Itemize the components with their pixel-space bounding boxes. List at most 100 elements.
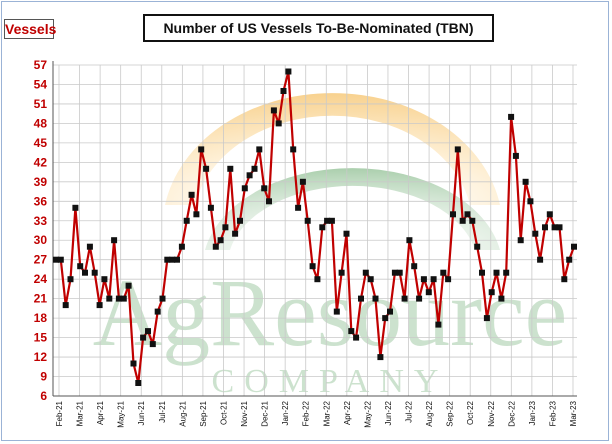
chart-title: Number of US Vessels To-Be-Nominated (TB… <box>143 14 494 42</box>
data-point <box>285 68 292 75</box>
y-tick-label: 33 <box>34 214 48 228</box>
data-point <box>382 315 389 322</box>
data-point <box>387 308 393 315</box>
data-point <box>295 204 302 211</box>
data-point <box>237 217 243 224</box>
data-point <box>217 237 224 244</box>
x-tick-label: May-22 <box>363 400 372 427</box>
data-point <box>425 289 432 296</box>
x-tick-label: Nov-22 <box>487 400 496 426</box>
data-point <box>517 237 524 244</box>
data-point <box>183 217 190 224</box>
data-point <box>212 243 219 250</box>
data-point <box>420 276 427 283</box>
data-point <box>266 198 272 205</box>
data-point <box>459 217 466 224</box>
x-tick-label: Feb-22 <box>302 400 311 426</box>
data-point <box>537 256 544 263</box>
data-point <box>474 243 481 250</box>
data-point <box>91 269 98 276</box>
data-point <box>333 308 340 315</box>
data-point <box>106 295 113 302</box>
x-tick-label: Aug-21 <box>178 400 187 426</box>
data-point <box>396 269 403 276</box>
data-point <box>493 269 500 276</box>
data-point <box>401 295 408 302</box>
y-tick-label: 45 <box>34 136 48 150</box>
data-point <box>469 217 476 224</box>
y-tick-label: 9 <box>40 370 47 384</box>
series-line <box>56 70 576 385</box>
data-point <box>145 328 151 335</box>
x-tick-label: Apr-22 <box>343 400 352 425</box>
data-point <box>101 276 108 283</box>
data-point <box>178 243 185 250</box>
data-point <box>207 204 214 211</box>
y-tick-label: 30 <box>34 233 48 247</box>
data-point <box>358 295 364 302</box>
data-point <box>67 276 74 283</box>
data-point <box>464 211 471 218</box>
data-point <box>503 269 510 276</box>
data-point <box>440 269 447 276</box>
grid-lines <box>53 64 577 397</box>
watermark-company-text: COMPANY <box>212 363 449 400</box>
y-tick-label: 51 <box>34 97 48 111</box>
data-point <box>367 276 374 283</box>
y-axis-label: Vessels <box>4 19 57 39</box>
data-point <box>479 269 485 276</box>
data-point <box>232 230 239 237</box>
data-point <box>251 165 258 172</box>
data-point <box>188 191 195 198</box>
data-point <box>261 185 268 192</box>
data-point <box>198 146 205 153</box>
data-point <box>450 211 456 218</box>
data-point <box>571 243 577 250</box>
y-tick-label: 36 <box>34 194 48 208</box>
data-point <box>222 224 229 231</box>
watermark-sun-arc <box>165 93 500 205</box>
data-point <box>203 165 210 172</box>
data-point <box>498 295 505 302</box>
data-point <box>551 224 558 231</box>
data-point <box>532 230 539 237</box>
data-point <box>556 224 563 231</box>
data-point <box>193 211 200 218</box>
data-point <box>149 341 156 348</box>
data-point <box>246 172 253 179</box>
data-point <box>353 334 360 341</box>
x-tick-label: Apr-21 <box>96 400 105 425</box>
data-point <box>115 295 122 302</box>
watermark-hill-arc <box>205 168 500 250</box>
axes <box>52 61 577 397</box>
x-tick-label: Oct-22 <box>466 400 475 425</box>
data-point <box>527 198 534 205</box>
data-point <box>309 263 316 270</box>
data-point <box>125 282 132 289</box>
data-point <box>62 302 69 309</box>
y-tick-label: 12 <box>34 350 48 364</box>
x-tick-label: Jul-21 <box>158 400 167 422</box>
x-tick-label: May-21 <box>117 400 126 427</box>
data-point <box>72 204 79 211</box>
data-point <box>57 256 64 263</box>
data-point <box>169 256 176 263</box>
data-point <box>483 315 490 322</box>
data-point <box>377 354 384 361</box>
data-point <box>522 178 529 185</box>
data-point <box>454 146 461 153</box>
data-point <box>280 88 287 94</box>
x-tick-label: Jun-21 <box>137 400 146 425</box>
x-tick-label: Jun-22 <box>384 400 393 425</box>
data-point <box>508 113 515 120</box>
data-point <box>319 224 326 231</box>
y-tick-label: 24 <box>34 272 48 286</box>
data-point <box>53 256 59 263</box>
x-tick-label: Dec-22 <box>507 400 516 426</box>
data-point <box>362 269 369 276</box>
data-point <box>227 165 234 172</box>
x-tick-label: Jan-22 <box>281 400 290 425</box>
data-point <box>120 295 127 302</box>
data-point <box>82 269 88 276</box>
